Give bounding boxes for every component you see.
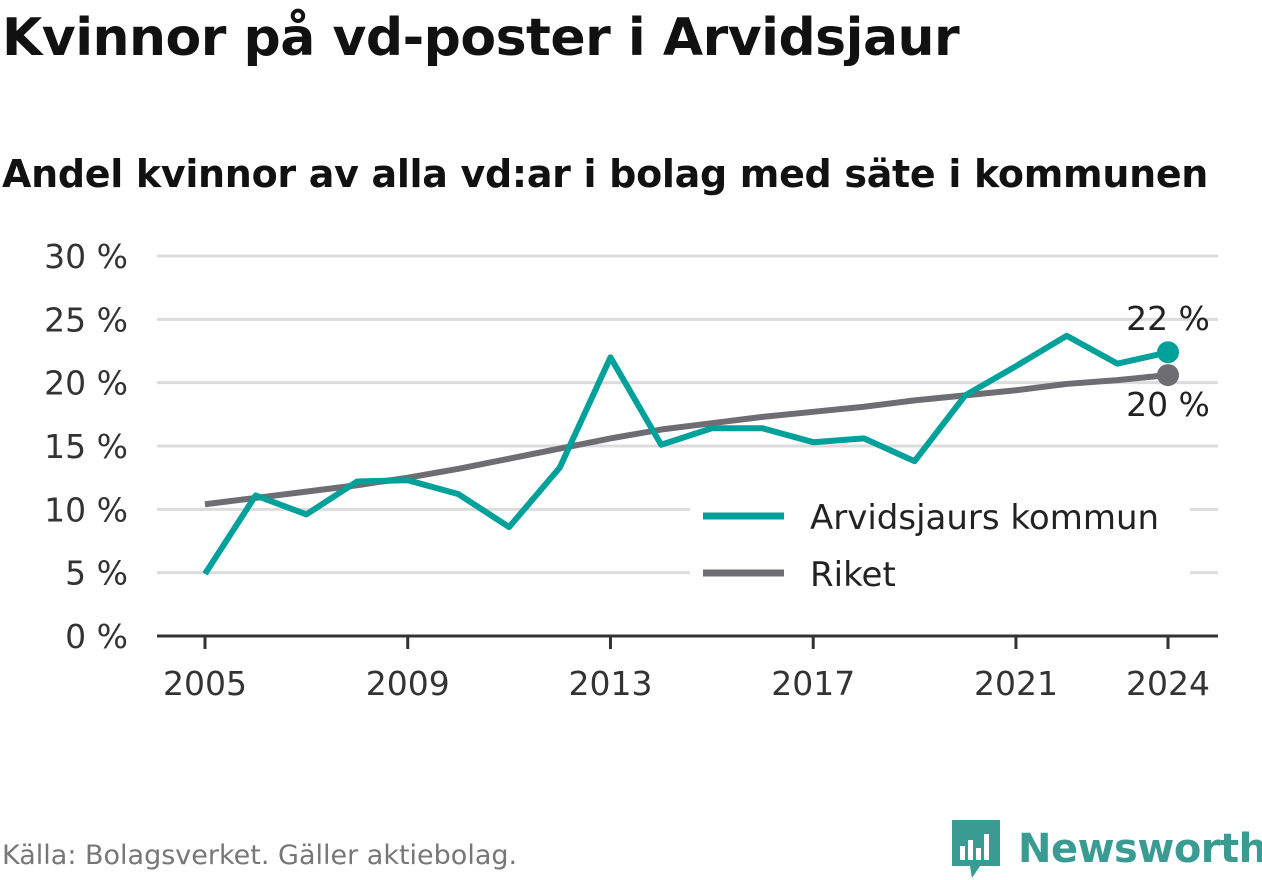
x-tick-label: 2013 — [568, 664, 652, 703]
chart-title: Kvinnor på vd-poster i Arvidsjaur — [2, 8, 960, 68]
y-tick-label: 5 % — [65, 554, 128, 593]
x-tick-label: 2017 — [771, 664, 855, 703]
x-tick-label: 2005 — [163, 664, 247, 703]
series-end-point-riket — [1157, 364, 1179, 387]
x-tick-label: 2024 — [1126, 664, 1210, 703]
legend-label-riket: Riket — [810, 555, 896, 595]
y-tick-label: 25 % — [44, 300, 128, 339]
gridlines — [157, 254, 1218, 575]
end-label-riket: 20 % — [1126, 385, 1210, 424]
series-end-point-arvidsjaur — [1157, 341, 1179, 364]
x-tick-label: 2009 — [366, 664, 450, 703]
y-tick-label: 10 % — [44, 490, 128, 529]
series-group — [202, 332, 1179, 576]
brand-name: Newsworthy — [1018, 826, 1262, 872]
chart-subtitle: Andel kvinnor av alla vd:ar i bolag med … — [2, 152, 1209, 196]
x-tick-label: 2021 — [974, 664, 1058, 703]
y-tick-label: 15 % — [44, 427, 128, 466]
legend: Arvidsjaurs kommun Riket — [690, 490, 1190, 600]
y-tick-label: 30 % — [44, 237, 128, 276]
legend-background — [690, 490, 1190, 600]
newsworthy-logo-icon — [952, 820, 1000, 878]
brand[interactable]: Newsworthy — [950, 818, 1262, 880]
y-axis-ticks: 0 % 5 % 10 % 15 % 20 % 25 % 30 % — [44, 237, 128, 656]
y-tick-label: 0 % — [65, 617, 128, 656]
y-tick-label: 20 % — [44, 364, 128, 403]
x-axis: 2005 2009 2013 2017 2021 2024 — [157, 634, 1218, 703]
legend-label-arvidsjaur: Arvidsjaurs kommun — [810, 498, 1159, 538]
source-note: Källa: Bolagsverket. Gäller aktiebolag. — [2, 840, 518, 871]
end-labels: 22 % 20 % — [1126, 299, 1210, 424]
end-label-arvidsjaur: 22 % — [1126, 299, 1210, 338]
series-line-arvidsjaur — [202, 332, 1169, 576]
